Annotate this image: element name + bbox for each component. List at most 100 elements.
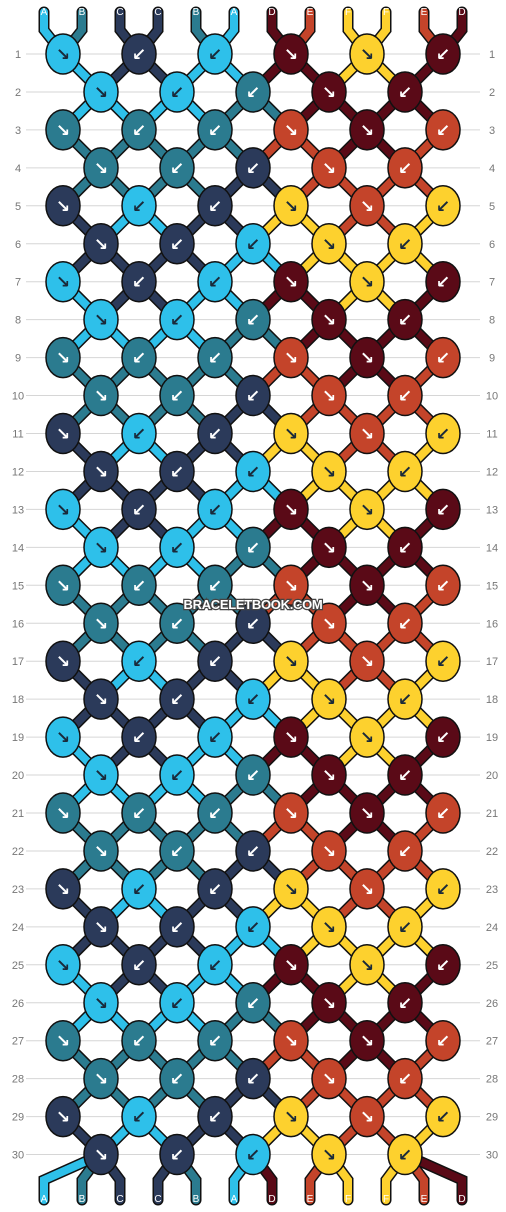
knot-arrow-icon: ↙ [170, 918, 184, 937]
knot-arrow-icon: ↘ [94, 311, 108, 330]
knot-shape [197, 868, 233, 910]
knot-arrow-icon: ↘ [284, 500, 298, 519]
row-number-left: 25 [12, 960, 24, 972]
knot: ↙ [235, 526, 271, 569]
knot: ↘ [45, 944, 81, 986]
knot: ↙ [197, 640, 233, 682]
knot: ↙ [197, 564, 233, 607]
knot-shape [121, 792, 157, 834]
row-number-right: 25 [486, 960, 498, 972]
knot-arrow-icon: ↙ [132, 1032, 146, 1051]
row-number-right: 15 [486, 580, 498, 592]
knot-shape [387, 754, 423, 796]
knot-shape [349, 488, 385, 531]
knot: ↘ [45, 260, 81, 303]
knot-arrow-icon: ↘ [94, 462, 108, 481]
knot-shape [387, 1057, 423, 1100]
knot: ↘ [45, 868, 81, 910]
row-number-right: 9 [489, 353, 495, 365]
knot: ↙ [197, 944, 233, 986]
knot-shape [83, 1133, 119, 1176]
knot-shape [311, 754, 347, 796]
knot-shape [235, 830, 271, 872]
knot-shape [273, 1019, 309, 1062]
knot-shape [45, 185, 81, 227]
knot: ↙ [235, 678, 271, 720]
knot-shape [83, 678, 119, 720]
string-letter-bottom: A [41, 1194, 48, 1205]
knot-arrow-icon: ↙ [132, 273, 146, 292]
knot-shape [349, 944, 385, 986]
knot-arrow-icon: ↙ [436, 349, 450, 368]
knot-arrow-icon: ↘ [56, 576, 70, 595]
knot: ↙ [121, 944, 157, 986]
knot: ↙ [121, 412, 157, 455]
knot-arrow-icon: ↙ [398, 159, 412, 178]
knot-shape [387, 830, 423, 872]
knot-shape [425, 944, 461, 986]
knot: ↘ [311, 602, 347, 644]
knot: ↘ [83, 830, 119, 872]
knot-arrow-icon: ↘ [322, 766, 336, 785]
knot: ↘ [83, 754, 119, 796]
knot: ↘ [83, 602, 119, 644]
string-letter-top: F [383, 7, 389, 18]
knot: ↘ [273, 564, 309, 607]
knot: ↙ [121, 336, 157, 379]
row-number-left: 14 [12, 542, 24, 554]
knot-shape [121, 185, 157, 227]
knot-shape [197, 564, 233, 607]
knot-arrow-icon: ↙ [132, 956, 146, 975]
knot-shape [83, 223, 119, 265]
knot-shape [83, 526, 119, 569]
knot: ↙ [235, 1057, 271, 1100]
knot-shape [387, 298, 423, 341]
knot-arrow-icon: ↙ [170, 159, 184, 178]
knot: ↘ [311, 298, 347, 341]
knot-arrow-icon: ↙ [436, 500, 450, 519]
knot: ↙ [159, 223, 195, 265]
knot: ↘ [349, 1019, 385, 1062]
knot: ↘ [311, 223, 347, 265]
knot-shape [387, 982, 423, 1024]
knot: ↘ [45, 1019, 81, 1062]
knot-arrow-icon: ↘ [322, 462, 336, 481]
knot-shape [235, 982, 271, 1024]
knot-arrow-icon: ↙ [398, 462, 412, 481]
knot: ↙ [387, 298, 423, 341]
row-number-right: 7 [489, 277, 495, 289]
knot-shape [159, 298, 195, 341]
knot: ↘ [349, 792, 385, 834]
knot-shape [311, 298, 347, 341]
knot-arrow-icon: ↘ [284, 1108, 298, 1127]
knot-shape [197, 792, 233, 834]
knot: ↘ [311, 526, 347, 569]
row-number-right: 26 [486, 998, 498, 1010]
knot: ↙ [235, 982, 271, 1024]
knot-arrow-icon: ↘ [284, 880, 298, 899]
knot-shape [273, 185, 309, 227]
knot-arrow-icon: ↘ [360, 880, 374, 899]
knot-shape [121, 944, 157, 986]
knot-arrow-icon: ↘ [284, 804, 298, 823]
knot: ↘ [273, 260, 309, 303]
string-letter-top: D [268, 7, 275, 18]
string-letter-bottom: D [458, 1194, 465, 1205]
knot-shape [45, 868, 81, 910]
knot: ↙ [121, 33, 157, 75]
knot-arrow-icon: ↘ [56, 652, 70, 671]
knot: ↘ [83, 450, 119, 493]
knot-arrow-icon: ↘ [360, 576, 374, 595]
knot-shape [425, 564, 461, 607]
knot-arrow-icon: ↙ [170, 387, 184, 406]
knot-shape [45, 716, 81, 758]
knot: ↙ [159, 526, 195, 569]
knot-arrow-icon: ↙ [246, 1070, 260, 1089]
knot-arrow-icon: ↙ [132, 500, 146, 519]
knot: ↙ [197, 1019, 233, 1062]
knot-arrow-icon: ↘ [322, 311, 336, 330]
knot-arrow-icon: ↘ [322, 538, 336, 557]
knot-shape [197, 109, 233, 151]
knot-arrow-icon: ↙ [170, 1070, 184, 1089]
knot-arrow-icon: ↘ [56, 880, 70, 899]
